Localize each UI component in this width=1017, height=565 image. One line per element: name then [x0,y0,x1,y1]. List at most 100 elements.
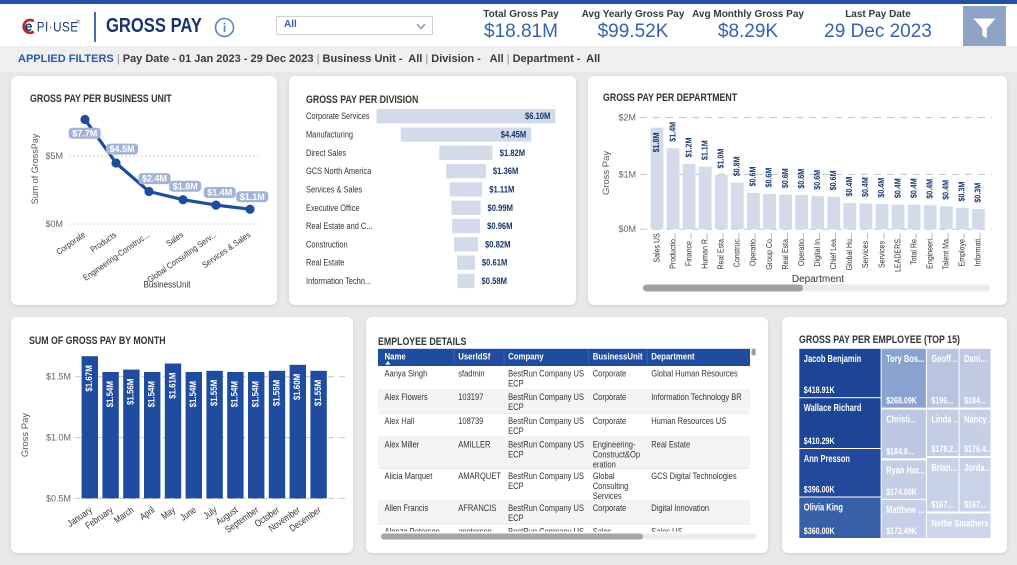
svg-text:Global: Global [593,470,615,481]
svg-text:$1.54M: $1.54M [146,381,157,407]
svg-text:April: April [137,504,156,522]
svg-text:sfadmin: sfadmin [458,368,485,379]
svg-text:Olivia King: Olivia King [804,501,843,512]
svg-text:Informati...: Informati... [973,233,983,266]
svg-text:Real Estate and C...: Real Estate and C... [306,220,372,231]
svg-text:Sum of GrossPay: Sum of GrossPay [30,133,40,204]
svg-text:ECP: ECP [508,401,524,412]
svg-text:$0.99M: $0.99M [488,202,513,213]
svg-text:$178.2...: $178.2... [931,443,959,454]
svg-text:$1.2M: $1.2M [684,138,694,158]
svg-text:$1.60M: $1.60M [292,374,303,400]
svg-text:$0.4M: $0.4M [941,180,951,200]
svg-text:Chief Lea...: Chief Lea... [828,233,838,269]
svg-text:UserIdSf: UserIdSf [458,351,490,362]
svg-text:$4.5M: $4.5M [109,144,134,154]
svg-text:Ryan Har...: Ryan Har... [886,464,925,475]
svg-text:Productio...: Productio... [668,233,678,269]
svg-text:Sales: Sales [593,526,612,537]
svg-text:$1.54M: $1.54M [105,381,116,407]
svg-text:Nancy ...: Nancy ... [964,414,995,425]
svg-text:Sales US: Sales US [651,526,683,537]
svg-text:$268.09K: $268.09K [886,395,917,406]
svg-text:$1.0M: $1.0M [716,149,726,169]
svg-text:$2M: $2M [618,113,636,123]
svg-text:$1.4M: $1.4M [668,122,678,142]
svg-text:$0.4M: $0.4M [893,178,903,198]
svg-text:Geoff ...: Geoff ... [931,353,959,364]
svg-text:$174.00K: $174.00K [886,486,917,497]
svg-text:$1.1M: $1.1M [240,192,265,202]
svg-text:Total Re...: Total Re... [909,233,919,265]
svg-text:$0.6M: $0.6M [796,169,806,189]
svg-text:Alicia Marquet: Alicia Marquet [385,470,433,481]
svg-text:apeterson: apeterson [458,526,492,537]
svg-text:Human Resources US: Human Resources US [651,415,727,426]
svg-text:Corporate: Corporate [593,391,627,402]
svg-text:$1.8M: $1.8M [173,181,198,191]
svg-text:e: e [25,18,33,34]
svg-text:PI·USE: PI·USE [37,18,79,34]
svg-text:LEADERS...: LEADERS... [893,233,903,272]
svg-text:$0.6M: $0.6M [828,170,838,190]
svg-text:$184...: $184... [964,395,986,406]
svg-text:Services: Services [593,490,622,501]
svg-text:BestRun Company US: BestRun Company US [508,526,584,537]
svg-text:$1.61M: $1.61M [167,372,178,398]
svg-text:$0.8M: $0.8M [732,156,742,176]
svg-text:$1.55M: $1.55M [209,380,220,406]
svg-text:$7.7M: $7.7M [72,128,97,138]
svg-text:BestRun Company US: BestRun Company US [508,391,584,402]
svg-text:Alex Flowers: Alex Flowers [385,391,428,402]
svg-text:$6.10M: $6.10M [525,110,550,121]
svg-text:Products: Products [89,230,119,255]
svg-text:Engineeri...: Engineeri... [925,233,935,269]
svg-text:Allen Francis: Allen Francis [385,502,429,513]
svg-text:$5M: $5M [45,151,63,161]
svg-text:Information Technology BR: Information Technology BR [651,391,741,402]
svg-text:ECP: ECP [508,449,524,460]
svg-text:Nettie Smathers: Nettie Smathers [931,517,988,528]
svg-text:$1.5M: $1.5M [46,372,71,382]
svg-text:Gross Pay: Gross Pay [20,413,31,458]
svg-text:Direct Sales: Direct Sales [306,147,346,158]
svg-text:$0.96M: $0.96M [487,220,512,231]
svg-text:Construction: Construction [306,238,348,249]
svg-text:Sales: Sales [164,230,185,249]
svg-text:Digital Innovation: Digital Innovation [651,502,709,513]
svg-text:$1.56M: $1.56M [125,379,136,405]
svg-text:May: May [159,504,178,522]
svg-text:Gross Pay: Gross Pay [601,151,612,196]
svg-text:BestRun Company US: BestRun Company US [508,368,584,379]
svg-text:$0.6M: $0.6M [780,168,790,188]
svg-text:$0.4M: $0.4M [909,178,919,198]
svg-text:Corporate: Corporate [55,230,88,257]
svg-text:$418.91K: $418.91K [804,384,835,395]
svg-text:$0.82M: $0.82M [485,239,510,250]
svg-text:Employe...: Employe... [957,233,967,266]
svg-text:Matthew ...: Matthew ... [886,504,924,515]
svg-text:Construct&Op: Construct&Op [593,449,641,460]
svg-text:Dani...: Dani... [964,353,986,364]
svg-text:Services ...: Services ... [861,233,871,268]
svg-text:Group Co...: Group Co... [764,233,774,269]
svg-text:$360.00K: $360.00K [804,525,835,536]
svg-text:$0.4M: $0.4M [925,179,935,199]
svg-text:March: March [112,504,136,525]
svg-text:Construc...: Construc... [732,233,742,267]
svg-text:Real Estate: Real Estate [651,439,690,450]
svg-text:$0.6M: $0.6M [748,167,758,187]
svg-text:Engineering-: Engineering- [593,439,636,450]
svg-text:$1.36M: $1.36M [493,165,518,176]
svg-text:$172.49K: $172.49K [886,525,917,536]
svg-text:ECP: ECP [508,480,524,491]
svg-text:Finance ...: Finance ... [684,233,694,266]
svg-text:$396.00K: $396.00K [804,483,835,494]
svg-text:Jacob Benjamin: Jacob Benjamin [804,353,861,364]
svg-text:$1.4M: $1.4M [207,188,232,198]
svg-text:BusinessUnit: BusinessUnit [144,280,191,291]
svg-text:Alex Miller: Alex Miller [385,439,420,450]
svg-text:$0.4M: $0.4M [877,178,887,198]
svg-text:$0.4M: $0.4M [861,177,871,197]
svg-text:BestRun Company US: BestRun Company US [508,439,584,450]
